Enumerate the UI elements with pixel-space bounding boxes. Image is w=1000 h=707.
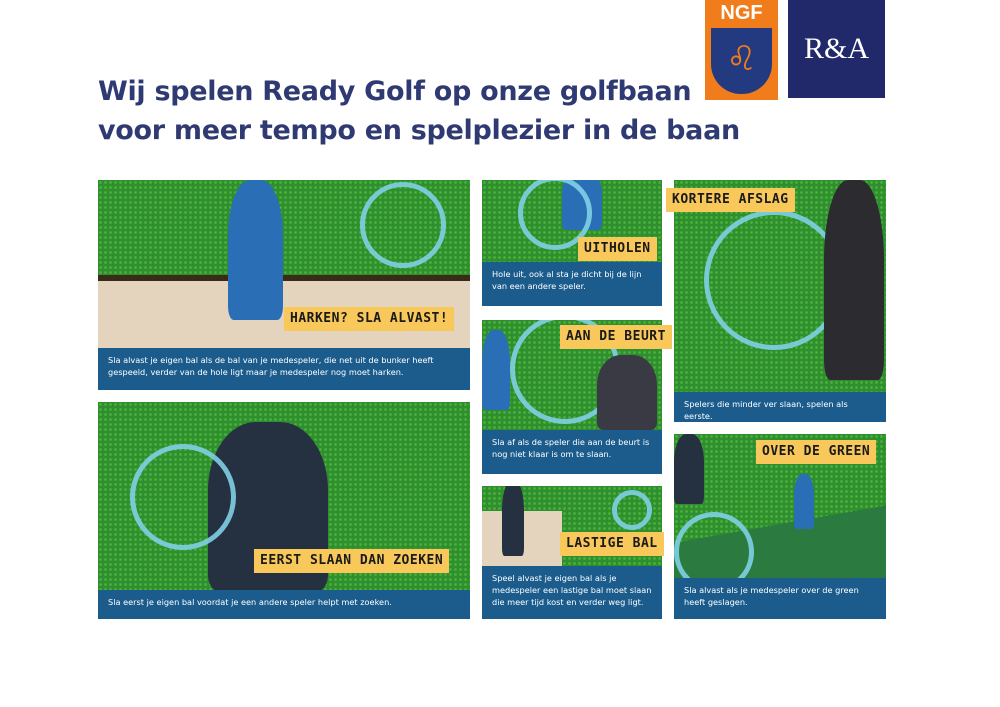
panel-label: UITHOLEN: [578, 237, 657, 261]
flag-icon: [674, 512, 754, 578]
panel-caption: Sla alvast als je medespeler over de gre…: [674, 578, 886, 619]
ngf-logo-text: NGF: [720, 2, 763, 24]
panel-caption: Hole uit, ook al sta je dicht bij de lij…: [482, 262, 662, 306]
panel-eerst-slaan: EERST SLAAN DAN ZOEKEN Sla eerst je eige…: [98, 402, 470, 619]
putting-line-icon: [518, 180, 592, 250]
panel-harken: HARKEN? SLA ALVAST! Sla alvast je eigen …: [98, 180, 470, 390]
title-line-2: voor meer tempo en spelplezier in de baa…: [98, 115, 740, 146]
panel-label: EERST SLAAN DAN ZOEKEN: [254, 549, 450, 573]
panel-caption: Speel alvast je eigen bal als je medespe…: [482, 566, 662, 619]
stopwatch-icon: [360, 182, 446, 268]
ra-logo: R&A: [788, 0, 885, 98]
panel-caption: Sla af als de speler die aan de beurt is…: [482, 430, 662, 474]
eye-icon: [612, 490, 652, 530]
title-line-1: Wij spelen Ready Golf op onze golfbaan: [98, 76, 692, 107]
arc-arrow-icon: [704, 210, 844, 350]
panel-label: AAN DE BEURT: [560, 325, 672, 349]
panel-uitholen: UITHOLEN Hole uit, ook al sta je dicht b…: [482, 180, 662, 306]
panel-image: [482, 320, 662, 430]
panel-label: HARKEN? SLA ALVAST!: [284, 307, 455, 331]
panel-label: LASTIGE BAL: [560, 532, 664, 556]
ngf-logo: NGF ♌: [705, 0, 778, 100]
panel-caption: Spelers die minder ver slaan, spelen als…: [674, 392, 886, 422]
panel-lastige-bal: LASTIGE BAL Speel alvast je eigen bal al…: [482, 486, 664, 619]
panel-over-de-green: OVER DE GREEN Sla alvast als je medespel…: [674, 434, 886, 619]
panel-label: KORTERE AFSLAG: [666, 188, 795, 212]
panel-aan-de-beurt: AAN DE BEURT Sla af als de speler die aa…: [482, 320, 672, 474]
panel-image: [674, 180, 886, 392]
panel-caption: Sla alvast je eigen bal als de bal van j…: [98, 348, 470, 390]
panel-kortere-afslag: KORTERE AFSLAG Spelers die minder ver sl…: [666, 180, 886, 422]
magnifier-icon: [130, 444, 236, 550]
panel-label: OVER DE GREEN: [756, 440, 877, 464]
page-title: Wij spelen Ready Golf op onze golfbaan vo…: [98, 72, 740, 150]
lion-shield-icon: ♌: [711, 28, 772, 94]
panel-image: [482, 180, 662, 262]
panel-caption: Sla eerst je eigen bal voordat je een an…: [98, 590, 470, 619]
